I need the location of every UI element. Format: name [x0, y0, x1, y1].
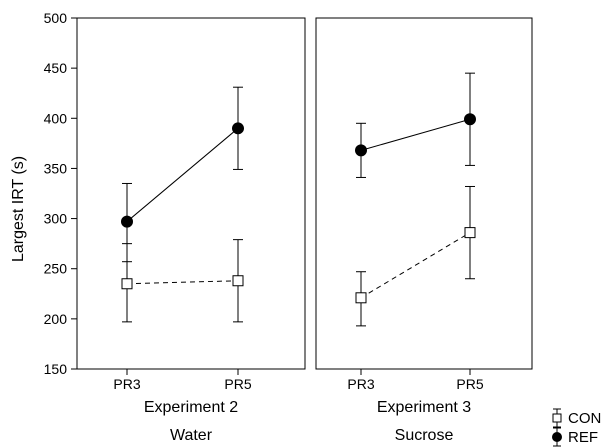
data-point-ref: [121, 215, 133, 228]
y-tick-label: 500: [44, 10, 68, 26]
legend-ref-label: REF: [568, 429, 598, 446]
data-point-con: [355, 292, 367, 304]
panel-title-water-line2: Water: [170, 427, 213, 444]
series-line-ref: [126, 127, 239, 222]
data-point-ref: [464, 113, 476, 126]
y-tick-label: 450: [44, 60, 68, 76]
data-point-con: [464, 227, 476, 239]
series-line-ref: [360, 118, 471, 151]
y-axis: 150 200 250 300 350 400 450 500: [44, 10, 77, 377]
data-point-ref: [355, 144, 367, 157]
series-line-con: [360, 232, 471, 299]
y-axis-label: Largest IRT (s): [10, 156, 27, 262]
y-tick-label: 250: [44, 261, 68, 277]
panel-title-sucrose-line2: Sucrose: [395, 427, 454, 444]
x-tick-label: PR5: [224, 376, 251, 392]
legend-con-marker: [552, 413, 562, 423]
panel-frame-water: [76, 17, 306, 370]
legend: CON REF: [552, 408, 601, 447]
legend-ref-marker: [552, 432, 562, 442]
series-line-con: [126, 280, 239, 285]
panel-title-sucrose-line1: Experiment 3: [377, 399, 471, 416]
y-tick-label: 400: [44, 110, 68, 126]
legend-item-ref: REF: [552, 427, 598, 447]
panel-frame-sucrose: [315, 17, 533, 370]
x-tick-label: PR3: [347, 376, 374, 392]
x-tick-label: PR5: [456, 376, 483, 392]
data-point-ref: [232, 122, 244, 135]
data-point-con: [232, 275, 244, 287]
data-marks: [121, 72, 476, 327]
legend-con-label: CON: [568, 410, 601, 427]
legend-item-con: CON: [552, 408, 601, 428]
x-axis: PR3 PR5 PR3 PR5: [113, 369, 484, 392]
y-tick-label: 200: [44, 311, 68, 327]
panel-title-water-line1: Experiment 2: [144, 399, 238, 416]
x-tick-label: PR3: [113, 376, 140, 392]
y-tick-label: 350: [44, 160, 68, 176]
y-tick-label: 300: [44, 211, 68, 227]
y-tick-label: 150: [44, 361, 68, 377]
data-point-con: [121, 278, 133, 290]
